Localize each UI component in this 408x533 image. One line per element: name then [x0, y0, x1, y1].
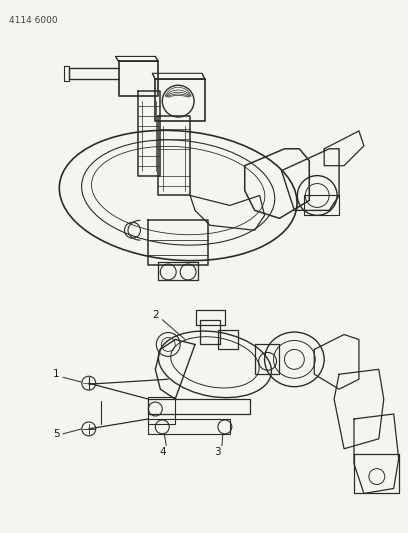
Text: 2: 2: [152, 310, 159, 320]
Text: 4114 6000: 4114 6000: [9, 15, 58, 25]
Text: 3: 3: [215, 447, 221, 457]
Text: 4: 4: [159, 447, 166, 457]
Text: 5: 5: [53, 429, 59, 439]
Text: 1: 1: [53, 369, 59, 379]
